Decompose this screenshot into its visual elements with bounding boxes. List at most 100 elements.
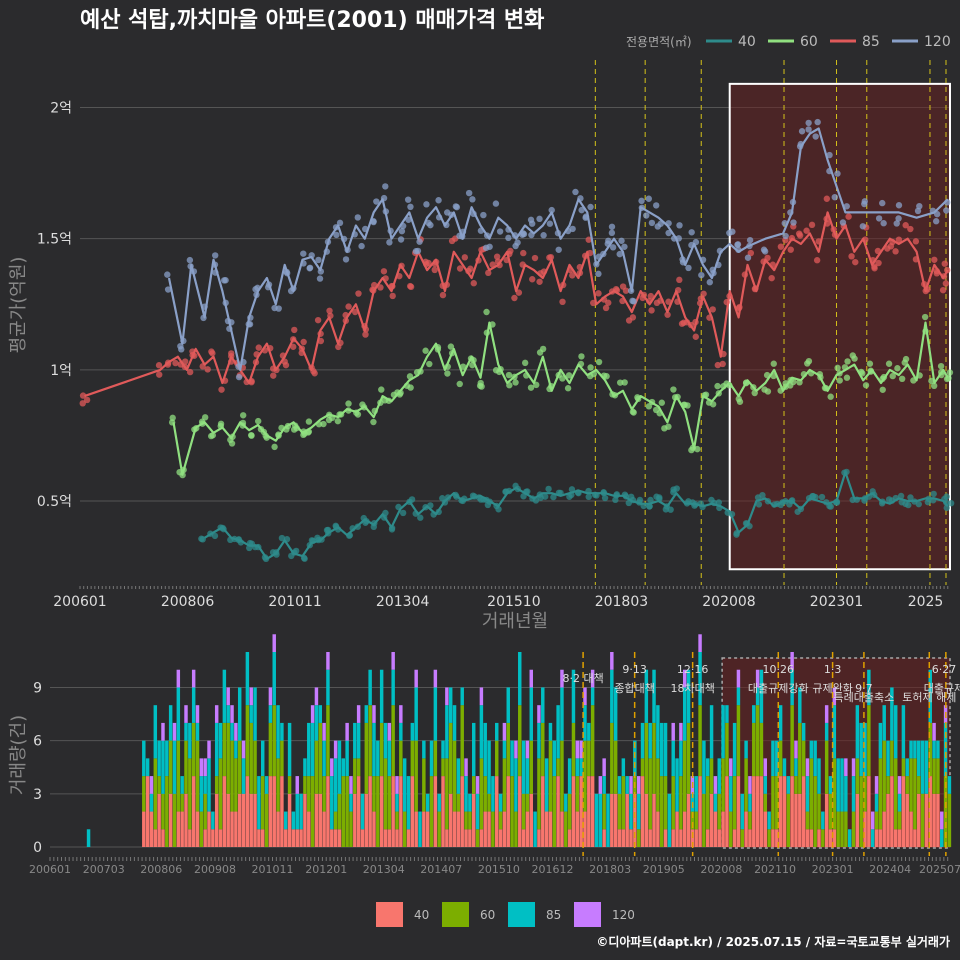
volume-bar: [740, 829, 744, 847]
volume-bar: [218, 758, 223, 830]
policy-annotations: 8·2 대책 9·13 종합대책 12·16 18차대책 10·26 대출규제강화 1·3 규제…: [562, 663, 960, 704]
volume-bar: [579, 758, 583, 777]
volume-bar: [736, 776, 741, 847]
policy-annotation: 18차대책: [670, 682, 714, 695]
volume-bar: [629, 776, 633, 794]
volume-bar: [172, 722, 177, 741]
volume-bar: [349, 793, 353, 812]
volume-bar: [268, 776, 273, 847]
volume-bar: [410, 740, 415, 777]
series-120: [164, 118, 951, 381]
volume-bar: [260, 740, 265, 777]
price-point: [916, 202, 923, 210]
volume-bar: [717, 829, 721, 847]
price-point: [844, 358, 851, 365]
volume-bar: [479, 758, 484, 830]
volume-bar: [897, 829, 902, 847]
volume-bar: [920, 740, 925, 794]
volume-bar: [936, 793, 940, 847]
volume-bar: [698, 652, 702, 706]
volume-legend-swatch: [442, 902, 469, 927]
volume-bar: [161, 793, 165, 830]
price-point: [895, 215, 902, 222]
volume-bar: [333, 740, 338, 759]
price-point: [621, 243, 628, 250]
volume-bar: [383, 758, 388, 830]
volume-bar: [495, 740, 499, 777]
volume-bar: [629, 829, 633, 847]
volume-x-tick-label: 201011: [252, 863, 294, 876]
volume-bar: [318, 705, 322, 723]
price-point: [887, 243, 895, 250]
price-point: [545, 485, 552, 493]
volume-bar: [809, 740, 814, 759]
price-point: [291, 326, 298, 334]
volume-bar: [828, 829, 833, 847]
volume-bar: [617, 776, 622, 794]
price-point: [483, 308, 490, 316]
volume-bar: [625, 776, 629, 794]
volume-bar: [790, 669, 794, 706]
volume-x-tick-labels: 200601 200703 200806 200908 201011 201201 2013…: [29, 857, 960, 876]
volume-bar: [161, 829, 165, 847]
volume-bar: [621, 758, 626, 777]
volume-bar: [897, 811, 902, 830]
volume-bar: [295, 829, 299, 847]
volume-bar: [575, 811, 580, 847]
volume-bar: [659, 776, 664, 847]
price-point: [932, 218, 940, 225]
volume-bar: [387, 740, 392, 777]
price-point: [746, 236, 754, 244]
volume-bar: [525, 811, 530, 847]
volume-bar: [817, 829, 821, 847]
volume-bar: [775, 740, 779, 777]
volume-bar: [452, 811, 457, 847]
price-y-tick-label: 0.5억: [37, 494, 72, 510]
price-point: [316, 275, 324, 282]
price-point: [901, 359, 908, 366]
volume-bar: [579, 776, 583, 847]
volume-bar: [199, 776, 204, 812]
price-legend-label: 120: [924, 34, 951, 50]
volume-bar: [471, 776, 476, 794]
volume-bar: [752, 776, 756, 847]
volume-bar: [199, 811, 204, 847]
price-point: [924, 498, 932, 506]
price-point: [378, 386, 385, 393]
price-point: [930, 490, 937, 498]
price-point: [608, 223, 616, 230]
volume-bar: [682, 811, 687, 847]
volume-x-tick-label: 201510: [478, 863, 520, 876]
price-point: [796, 232, 804, 239]
volume-bar: [909, 740, 913, 759]
volume-bar: [495, 722, 499, 741]
volume-bar: [188, 722, 192, 759]
price-x-axis-title: 거래년월: [482, 611, 548, 632]
volume-bar: [234, 758, 238, 812]
price-point: [827, 503, 834, 510]
volume-bar: [414, 669, 418, 688]
volume-bar: [214, 722, 219, 777]
price-point: [217, 420, 225, 428]
price-point: [270, 372, 277, 379]
price-point: [398, 227, 406, 235]
volume-bar: [790, 776, 794, 847]
price-point: [608, 229, 616, 237]
volume-bar: [199, 758, 204, 777]
volume-bar: [851, 758, 856, 777]
volume-bar: [567, 758, 572, 794]
volume-bar: [936, 740, 940, 759]
volume-bar: [560, 669, 564, 688]
volume-bar: [617, 793, 622, 830]
price-point: [208, 432, 215, 440]
volume-bar: [778, 705, 783, 741]
price-point: [885, 360, 893, 367]
volume-bar: [682, 669, 687, 688]
price-point: [528, 220, 536, 227]
volume-bar: [544, 811, 549, 847]
price-point: [351, 308, 359, 316]
volume-bar: [318, 722, 322, 794]
volume-bar: [448, 687, 453, 723]
volume-bar: [287, 793, 292, 847]
volume-bar: [280, 722, 284, 741]
